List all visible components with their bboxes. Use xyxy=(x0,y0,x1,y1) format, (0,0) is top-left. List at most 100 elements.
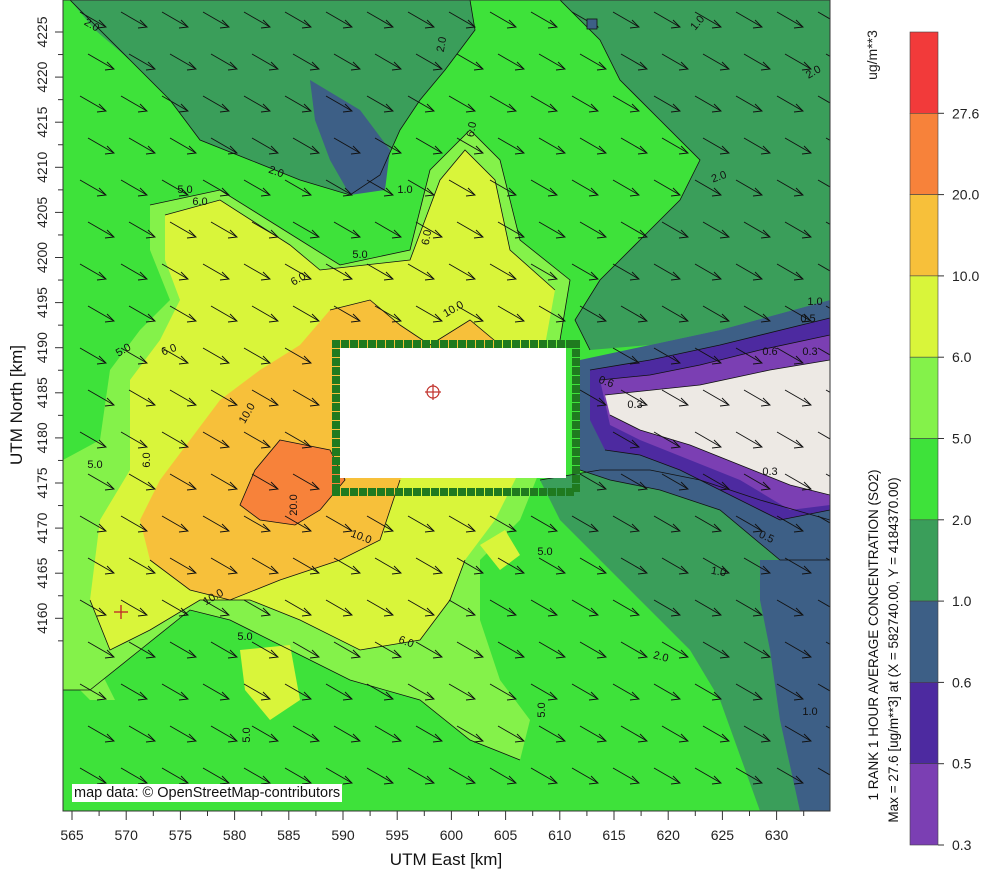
wind-arrow xyxy=(120,11,148,28)
contour-label: 1.0 xyxy=(802,706,817,718)
wind-arrow xyxy=(817,431,830,440)
wind-arrow-head xyxy=(260,775,271,785)
wind-arrow-head xyxy=(260,439,271,449)
wind-arrow-head xyxy=(391,61,402,71)
receptor-marker xyxy=(332,394,340,402)
wind-arrow-head xyxy=(301,271,312,281)
wind-arrow-head xyxy=(145,145,156,155)
wind-arrow-head xyxy=(678,61,689,71)
wind-arrow xyxy=(530,179,558,196)
wind-arrow xyxy=(743,221,771,238)
wind-arrow xyxy=(817,179,830,188)
wind-arrow xyxy=(251,53,279,70)
wind-arrow-head xyxy=(793,103,804,113)
wind-arrow-head xyxy=(301,355,312,365)
receptor-marker xyxy=(485,488,493,496)
x-tick-label: 590 xyxy=(331,827,355,843)
wind-arrow-head xyxy=(227,565,238,575)
wind-arrow xyxy=(456,53,484,70)
contour-label: 0.5 xyxy=(757,529,776,546)
contour-label: 2.0 xyxy=(710,169,728,186)
wind-arrow xyxy=(251,641,279,658)
wind-arrow xyxy=(694,767,722,784)
wind-arrow xyxy=(79,263,107,280)
wind-arrow-head xyxy=(711,355,722,365)
wind-arrow-head xyxy=(424,103,435,113)
wind-arrow xyxy=(251,305,279,322)
wind-arrow xyxy=(817,767,830,776)
wind-arrow-head xyxy=(104,481,115,491)
wind-arrow-head xyxy=(383,691,394,701)
wind-arrow xyxy=(571,599,599,616)
wind-arrow-head xyxy=(473,313,484,323)
wind-arrow xyxy=(661,389,689,406)
wind-arrow-head xyxy=(637,481,648,491)
wind-arrow-head xyxy=(752,103,763,113)
wind-arrow-head xyxy=(547,187,558,197)
receptor-marker xyxy=(530,488,538,496)
wind-arrow-head xyxy=(96,691,107,701)
wind-arrow xyxy=(333,137,361,154)
legend-swatch xyxy=(909,194,939,277)
receptor-marker xyxy=(572,484,580,492)
wind-arrow xyxy=(776,683,804,700)
receptor-marker xyxy=(332,349,340,357)
receptor-marker xyxy=(467,488,475,496)
wind-arrow xyxy=(169,137,197,154)
wind-arrow xyxy=(407,599,435,616)
wind-arrow xyxy=(530,11,558,28)
wind-arrow xyxy=(497,641,525,658)
station-marker xyxy=(586,18,598,30)
wind-arrow xyxy=(87,557,115,574)
wind-arrow xyxy=(251,389,279,406)
wind-arrow xyxy=(120,179,148,196)
legend-swatch xyxy=(909,31,939,114)
wind-arrow-head xyxy=(104,229,115,239)
wind-arrow-head xyxy=(506,19,517,29)
contour-label: 6.0 xyxy=(141,452,153,467)
plot-frame xyxy=(62,0,831,812)
color-legend: 27.6 20.0 10.0 6.0 5.0 2.0 1.0 0.6 0.5 0.3 xyxy=(909,31,979,853)
wind-arrow-head xyxy=(801,481,812,491)
wind-arrow-head xyxy=(801,313,812,323)
wind-arrow xyxy=(735,11,763,28)
wind-arrow-head xyxy=(96,607,107,617)
wind-arrow-head xyxy=(145,565,156,575)
wind-arrow xyxy=(694,599,722,616)
wind-arrow-head xyxy=(342,691,353,701)
wind-arrow xyxy=(776,431,804,448)
wind-arrow xyxy=(661,221,689,238)
receptor-marker xyxy=(332,484,340,492)
wind-arrow-head xyxy=(350,733,361,743)
wind-arrow xyxy=(735,767,763,784)
wind-arrow xyxy=(571,95,599,112)
wind-arrow xyxy=(817,683,830,692)
wind-arrow xyxy=(374,641,402,658)
wind-arrow xyxy=(735,515,763,532)
wind-arrow-head xyxy=(760,313,771,323)
y-tick-label: 4210 xyxy=(34,152,50,183)
receptor-marker xyxy=(386,340,394,348)
contour-label: 6.0 xyxy=(465,121,479,138)
y-tick-label: 4185 xyxy=(34,377,50,408)
wind-arrow xyxy=(120,767,148,784)
wind-arrow xyxy=(87,473,115,490)
wind-arrow xyxy=(776,179,804,196)
wind-arrow-head xyxy=(227,733,238,743)
wind-arrow xyxy=(784,389,812,406)
wind-arrow xyxy=(620,641,648,658)
wind-arrow xyxy=(161,515,189,532)
wind-arrow xyxy=(538,305,566,322)
wind-arrow-head xyxy=(473,229,484,239)
wind-arrow-head xyxy=(178,103,189,113)
wind-arrow-head xyxy=(268,229,279,239)
receptor-marker xyxy=(476,488,484,496)
wind-arrow xyxy=(210,473,238,490)
receptor-marker xyxy=(494,488,502,496)
wind-arrow xyxy=(407,11,435,28)
wind-arrow xyxy=(243,683,271,700)
map-area[interactable]: 2.02.02.0 2.02.02.01.01.01.01.01.00.60.60… xyxy=(63,0,852,811)
wind-arrow-head xyxy=(547,523,558,533)
wind-arrow xyxy=(661,473,689,490)
